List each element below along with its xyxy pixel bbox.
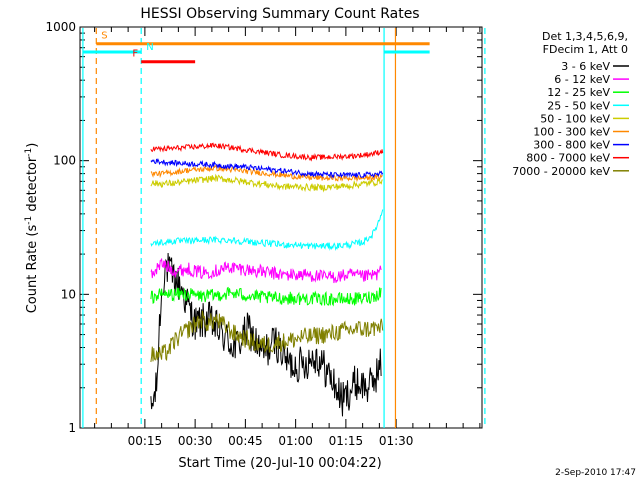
state-bars: S FN (82, 31, 430, 64)
y-axis-ticks: 1 10 100 1000 (45, 20, 482, 435)
y-tick-label: 1 (68, 421, 76, 435)
legend-entry-label: 100 - 300 keV (533, 126, 610, 139)
y-axis-label-sup1: -1 (24, 216, 34, 225)
series-line (150, 286, 382, 307)
legend-header-1: Det 1,3,4,5,6,9, (542, 30, 628, 43)
x-tick-label: 01:30 (379, 434, 414, 448)
chart-title: HESSI Observing Summary Count Rates (140, 6, 419, 22)
plot-area: 1 10 100 1000 00:15 00:30 00:45 01:00 01:15 01:3… (45, 20, 486, 448)
y-axis-label-sup2: -1 (24, 148, 34, 157)
night-bar-label: N (146, 42, 153, 53)
series-line (150, 209, 384, 252)
y-tick-label: 1000 (45, 20, 76, 34)
legend-entry-label: 3 - 6 keV (561, 60, 610, 73)
state-vertical-lines (82, 28, 486, 428)
plot-frame (79, 26, 483, 429)
legend-entry-label: 25 - 50 keV (547, 99, 610, 112)
series-line (150, 310, 384, 363)
footer-date: 2-Sep-2010 17:47 (555, 468, 636, 478)
y-axis-label: Count Rate (s-1 detector-1) (24, 143, 40, 314)
series-line (150, 164, 383, 183)
flare-bar-label: F (132, 49, 138, 60)
series-line (150, 252, 382, 417)
legend-entry-label: 12 - 25 keV (547, 86, 610, 99)
y-axis-label-main: Count Rate (s (25, 225, 40, 314)
saa-bar-label: S (101, 31, 107, 42)
x-tick-label: 01:15 (329, 434, 364, 448)
legend: Det 1,3,4,5,6,9, FDecim 1, Att 0 3 - 6 k… (512, 30, 629, 178)
x-axis-ticks: 00:15 00:30 00:45 01:00 01:15 01:30 (94, 27, 481, 448)
y-axis-label-end: ) (25, 143, 40, 148)
x-tick-label: 00:30 (178, 434, 213, 448)
legend-header-2: FDecim 1, Att 0 (543, 43, 628, 56)
legend-entry-label: 300 - 800 keV (533, 139, 610, 152)
legend-entry-label: 7000 - 20000 keV (512, 165, 610, 178)
x-tick-label: 00:15 (128, 434, 163, 448)
x-axis-label: Start Time (20-Jul-10 00:04:22) (178, 456, 381, 471)
x-tick-label: 01:00 (278, 434, 313, 448)
series-lines (150, 142, 384, 417)
y-tick-label: 10 (61, 287, 76, 301)
legend-entry-label: 800 - 7000 keV (526, 152, 610, 165)
series-line (150, 158, 384, 180)
x-tick-label: 00:45 (228, 434, 263, 448)
y-tick-label: 100 (53, 154, 76, 168)
series-line (150, 258, 382, 284)
series-line (150, 142, 384, 162)
y-axis-label-mid: detector (25, 156, 40, 216)
legend-entry-label: 6 - 12 keV (554, 73, 610, 86)
legend-entry-label: 50 - 100 keV (540, 112, 610, 125)
series-line (150, 173, 383, 193)
